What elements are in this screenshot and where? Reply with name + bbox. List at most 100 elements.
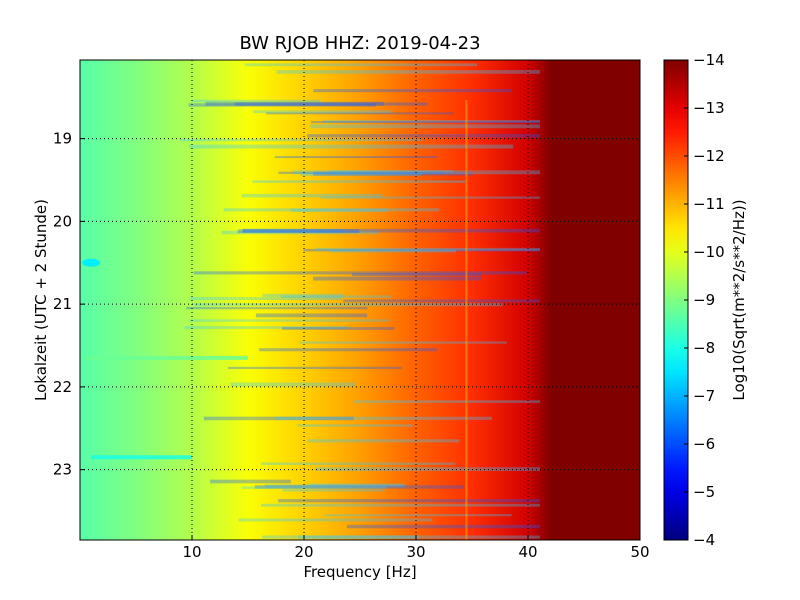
heatmap-stripe: [307, 439, 460, 443]
heatmap-stripe: [307, 134, 540, 138]
heatmap-stripe: [262, 535, 540, 539]
heatmap-stripe: [205, 101, 384, 106]
heatmap-stripe: [311, 121, 540, 124]
colorbar-tick-label: −11: [693, 195, 725, 213]
grid-lines: [80, 60, 640, 540]
heatmap-stripe: [193, 271, 527, 275]
colorbar-tick-label: −13: [693, 99, 725, 117]
heatmap-stripe: [228, 366, 402, 369]
heatmap-stripe: [322, 120, 540, 123]
heatmap-time-stripes: [180, 63, 540, 539]
heatmap-stripe: [353, 400, 540, 403]
colorbar: −4 −5 −6 −7 −8 −9 −10 −11 −12 −13 −14 Log10(Sqrt(m…: [663, 51, 748, 549]
heatmap-stripe: [266, 112, 454, 115]
heatmap-stripe: [315, 247, 540, 251]
heatmap-stripe: [230, 382, 355, 387]
heatmap-stripe: [194, 303, 503, 307]
heatmap-stripe: [329, 249, 456, 253]
colorbar-tick-label: −8: [693, 339, 715, 357]
heatmap-stripe: [237, 229, 360, 234]
heatmap-stripe: [264, 484, 407, 488]
heatmap-stripe: [278, 499, 540, 503]
colorbar-tick-label: −5: [693, 483, 715, 501]
heatmap-stripe: [242, 193, 383, 198]
heatmap-stripe: [189, 319, 390, 322]
x-tick-label: 40: [518, 543, 537, 561]
heatmap-stripe: [310, 124, 540, 129]
heatmap-stripe: [276, 70, 540, 74]
x-tick-label: 10: [182, 543, 201, 561]
heatmap-stripe: [329, 170, 454, 173]
heatmap-features: [82, 100, 468, 540]
heatmap-stripe: [300, 172, 423, 176]
band-mark: [91, 455, 192, 460]
x-tick-label: 30: [406, 543, 425, 561]
heatmap-stripe: [297, 424, 413, 427]
heatmap-stripe: [262, 293, 344, 298]
heatmap-background: [80, 60, 640, 540]
heatmap-stripe: [244, 63, 478, 67]
colorbar-ticks: −4 −5 −6 −7 −8 −9 −10 −11 −12 −13 −14: [684, 51, 725, 549]
heatmap-stripe: [252, 180, 465, 183]
colorbar-tick-label: −4: [693, 531, 715, 549]
heatmap-stripe: [259, 348, 438, 352]
heatmap-stripe: [324, 514, 512, 517]
heatmap-stripe: [203, 416, 355, 421]
x-tick-label: 50: [630, 543, 649, 561]
heatmap-stripe: [242, 486, 387, 489]
colorbar-tick-label: −12: [693, 147, 725, 165]
band-mark: [85, 355, 248, 360]
heatmap-stripe: [223, 208, 440, 212]
heatmap-stripe: [312, 276, 481, 281]
heatmap-stripe: [290, 208, 388, 212]
heatmap-stripe: [346, 524, 540, 529]
heatmap-stripe: [313, 89, 513, 93]
heatmap-stripe: [180, 139, 423, 142]
x-axis-label: Frequency [Hz]: [303, 563, 416, 581]
heatmap-stripe: [293, 170, 540, 175]
colorbar-label: Log10(Sqrt(m**2/s**2/Hz)): [730, 199, 748, 400]
heatmap-stripe: [298, 341, 507, 344]
heatmap-stripe: [210, 479, 291, 484]
y-tick-label: 19: [53, 130, 72, 148]
colorbar-tick-label: −10: [693, 243, 725, 261]
plot-frame: [79, 59, 641, 541]
x-tick-label: 20: [294, 543, 313, 561]
heatmap-stripe: [186, 306, 368, 310]
y-axis-ticks: 19 20 21 22 23: [53, 130, 85, 479]
heatmap-stripe: [221, 230, 379, 235]
heatmap-stripe: [274, 416, 492, 420]
heatmap-stripe: [184, 326, 349, 329]
colorbar-tick-label: −7: [693, 387, 715, 405]
heatmap-stripe: [234, 102, 428, 106]
colorbar-tick-label: −14: [693, 51, 725, 69]
heatmap-stripe: [298, 535, 419, 539]
heatmap-stripe: [254, 485, 465, 489]
heatmap-stripe: [189, 297, 343, 301]
colorbar-tick-label: −9: [693, 291, 715, 309]
heatmap-stripe: [315, 467, 540, 472]
heatmap-stripe: [261, 462, 456, 465]
chart-title: BW RJOB HHZ: 2019-04-23: [239, 33, 480, 54]
heatmap-stripe: [242, 228, 540, 233]
colorbar-tick-label: −6: [693, 435, 715, 453]
y-axis-label: Lokalzeit (UTC + 2 Stunde): [32, 199, 50, 401]
heatmap-stripe: [255, 313, 368, 318]
y-tick-label: 21: [53, 295, 72, 313]
heatmap-stripe: [343, 299, 540, 303]
heatmap-stripe: [303, 248, 540, 252]
y-tick-label: 22: [53, 378, 72, 396]
heatmap-stripe: [188, 103, 376, 107]
heatmap-stripe: [243, 228, 344, 233]
heatmap-stripe: [278, 171, 445, 174]
heatmap-stripe: [260, 503, 540, 507]
heatmap-stripe: [274, 156, 437, 159]
heatmap-image: [80, 60, 640, 540]
heatmap-stripe: [192, 99, 321, 103]
y-tick-label: 20: [53, 212, 72, 230]
heatmap-stripe: [309, 483, 404, 487]
spike-mark: [82, 258, 101, 267]
heatmap-stripe: [280, 295, 391, 298]
y-tick-label: 23: [53, 461, 72, 479]
